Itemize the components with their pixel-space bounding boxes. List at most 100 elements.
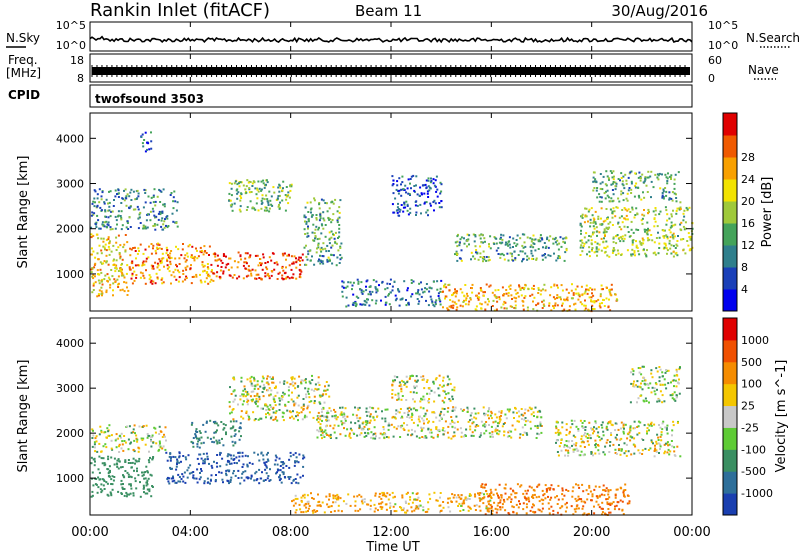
data-cell xyxy=(592,176,595,179)
data-cell xyxy=(247,181,250,184)
data-cell xyxy=(178,452,181,455)
data-cell xyxy=(151,267,154,270)
data-cell xyxy=(663,235,666,237)
data-cell xyxy=(307,235,310,238)
data-cell xyxy=(201,261,204,264)
data-cell xyxy=(497,502,500,505)
data-cell xyxy=(216,271,219,274)
data-cell xyxy=(616,433,618,436)
data-cell xyxy=(282,269,285,272)
data-cell xyxy=(117,234,120,237)
data-cell xyxy=(154,249,157,252)
data-cell xyxy=(499,236,502,239)
data-cell xyxy=(225,469,228,472)
data-cell xyxy=(205,277,208,280)
data-cell xyxy=(498,483,501,486)
data-cell xyxy=(107,430,110,433)
colorbar-frame xyxy=(722,112,738,312)
data-cell xyxy=(281,199,284,202)
data-cell xyxy=(456,420,459,423)
data-cell xyxy=(397,214,400,217)
data-cell xyxy=(318,203,321,206)
data-cell xyxy=(120,210,123,213)
data-cell xyxy=(359,303,362,306)
data-cell xyxy=(334,241,337,244)
data-cell xyxy=(357,296,360,299)
data-region xyxy=(341,278,443,308)
data-cell xyxy=(287,194,290,197)
data-cell xyxy=(397,392,400,395)
data-cell xyxy=(470,434,473,437)
data-cell xyxy=(680,221,683,224)
data-cell xyxy=(435,175,438,178)
data-cell xyxy=(210,474,213,477)
data-cell xyxy=(216,441,219,444)
data-cell xyxy=(119,436,122,439)
data-cell xyxy=(416,424,419,427)
data-cell xyxy=(94,262,97,265)
data-cell xyxy=(581,422,584,424)
data-cell xyxy=(624,423,627,426)
data-cell xyxy=(614,505,616,508)
data-cell xyxy=(229,412,231,415)
data-cell xyxy=(447,383,450,386)
data-cell xyxy=(500,233,503,236)
data-cell xyxy=(237,403,239,406)
data-cell xyxy=(407,301,410,304)
data-cell xyxy=(688,236,691,238)
data-cell xyxy=(175,263,177,266)
data-cell xyxy=(641,222,644,225)
data-cell xyxy=(305,244,307,247)
data-cell xyxy=(352,293,355,296)
data-cell xyxy=(134,250,137,252)
data-cell xyxy=(411,293,414,296)
data-cell xyxy=(304,263,307,266)
data-cell xyxy=(595,300,598,303)
data-cell xyxy=(335,497,337,500)
data-cell xyxy=(400,183,402,186)
data-cell xyxy=(518,415,521,418)
data-cell xyxy=(514,289,517,292)
data-cell xyxy=(404,206,407,209)
data-cell xyxy=(646,233,649,236)
data-cell xyxy=(269,199,272,202)
data-cell xyxy=(211,466,214,469)
data-cell xyxy=(291,415,294,418)
data-cell xyxy=(633,250,636,253)
data-cell xyxy=(108,241,111,244)
data-cell xyxy=(170,456,172,459)
data-cell xyxy=(110,456,113,459)
data-cell xyxy=(411,433,414,436)
data-cell xyxy=(400,385,403,388)
data-cell xyxy=(577,428,580,430)
data-cell xyxy=(684,221,687,224)
data-cell xyxy=(185,268,188,271)
data-cell xyxy=(420,397,422,400)
data-cell xyxy=(248,187,251,190)
data-cell xyxy=(107,434,110,437)
data-cell xyxy=(193,275,195,278)
data-cell xyxy=(454,253,456,256)
data-cell xyxy=(285,186,288,188)
data-cell xyxy=(374,286,377,289)
data-cell xyxy=(555,441,557,444)
data-cell xyxy=(167,225,170,227)
data-cell xyxy=(401,494,404,497)
data-cell xyxy=(300,496,303,499)
data-cell xyxy=(318,202,321,204)
data-cell xyxy=(398,411,401,414)
data-cell xyxy=(150,264,153,267)
data-cell xyxy=(573,443,576,446)
data-cell xyxy=(563,494,566,497)
data-cell xyxy=(560,284,563,287)
data-cell xyxy=(369,293,372,296)
data-cell xyxy=(612,178,615,181)
data-cell xyxy=(477,296,480,299)
data-cell xyxy=(631,208,634,211)
data-cell xyxy=(652,442,654,445)
data-cell xyxy=(426,510,429,513)
data-cell xyxy=(405,200,408,203)
data-cell xyxy=(600,249,603,252)
data-cell xyxy=(321,501,324,504)
data-cell xyxy=(168,255,171,258)
